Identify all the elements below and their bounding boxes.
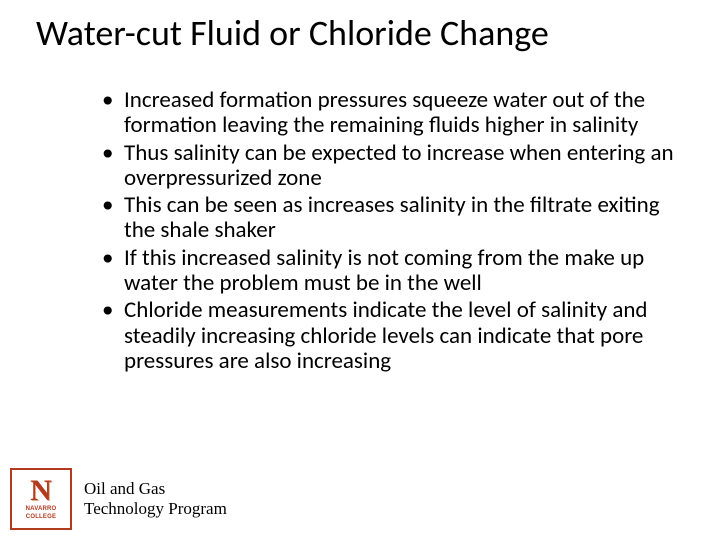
bullet-item: If this increased salinity is not coming…: [124, 246, 676, 297]
logo-letter: N: [30, 478, 52, 504]
logo-line1: NAVARRO: [26, 506, 57, 512]
bullet-list: Increased formation pressures squeeze wa…: [96, 88, 676, 374]
bullet-item: Increased formation pressures squeeze wa…: [124, 88, 676, 139]
program-line2: Technology Program: [84, 499, 227, 519]
college-logo-icon: N NAVARRO COLLEGE: [10, 468, 72, 530]
slide-footer: N NAVARRO COLLEGE Oil and Gas Technology…: [10, 468, 227, 530]
slide-title: Water-cut Fluid or Chloride Change: [36, 14, 696, 54]
bullet-item: Thus salinity can be expected to increas…: [124, 141, 676, 192]
bullet-item: Chloride measurements indicate the level…: [124, 298, 676, 374]
logo-line2: COLLEGE: [26, 514, 56, 520]
bullet-item: This can be seen as increases salinity i…: [124, 193, 676, 244]
slide-body: Increased formation pressures squeeze wa…: [96, 88, 676, 376]
slide: Water-cut Fluid or Chloride Change Incre…: [0, 0, 720, 540]
program-line1: Oil and Gas: [84, 479, 227, 499]
program-label: Oil and Gas Technology Program: [84, 479, 227, 518]
